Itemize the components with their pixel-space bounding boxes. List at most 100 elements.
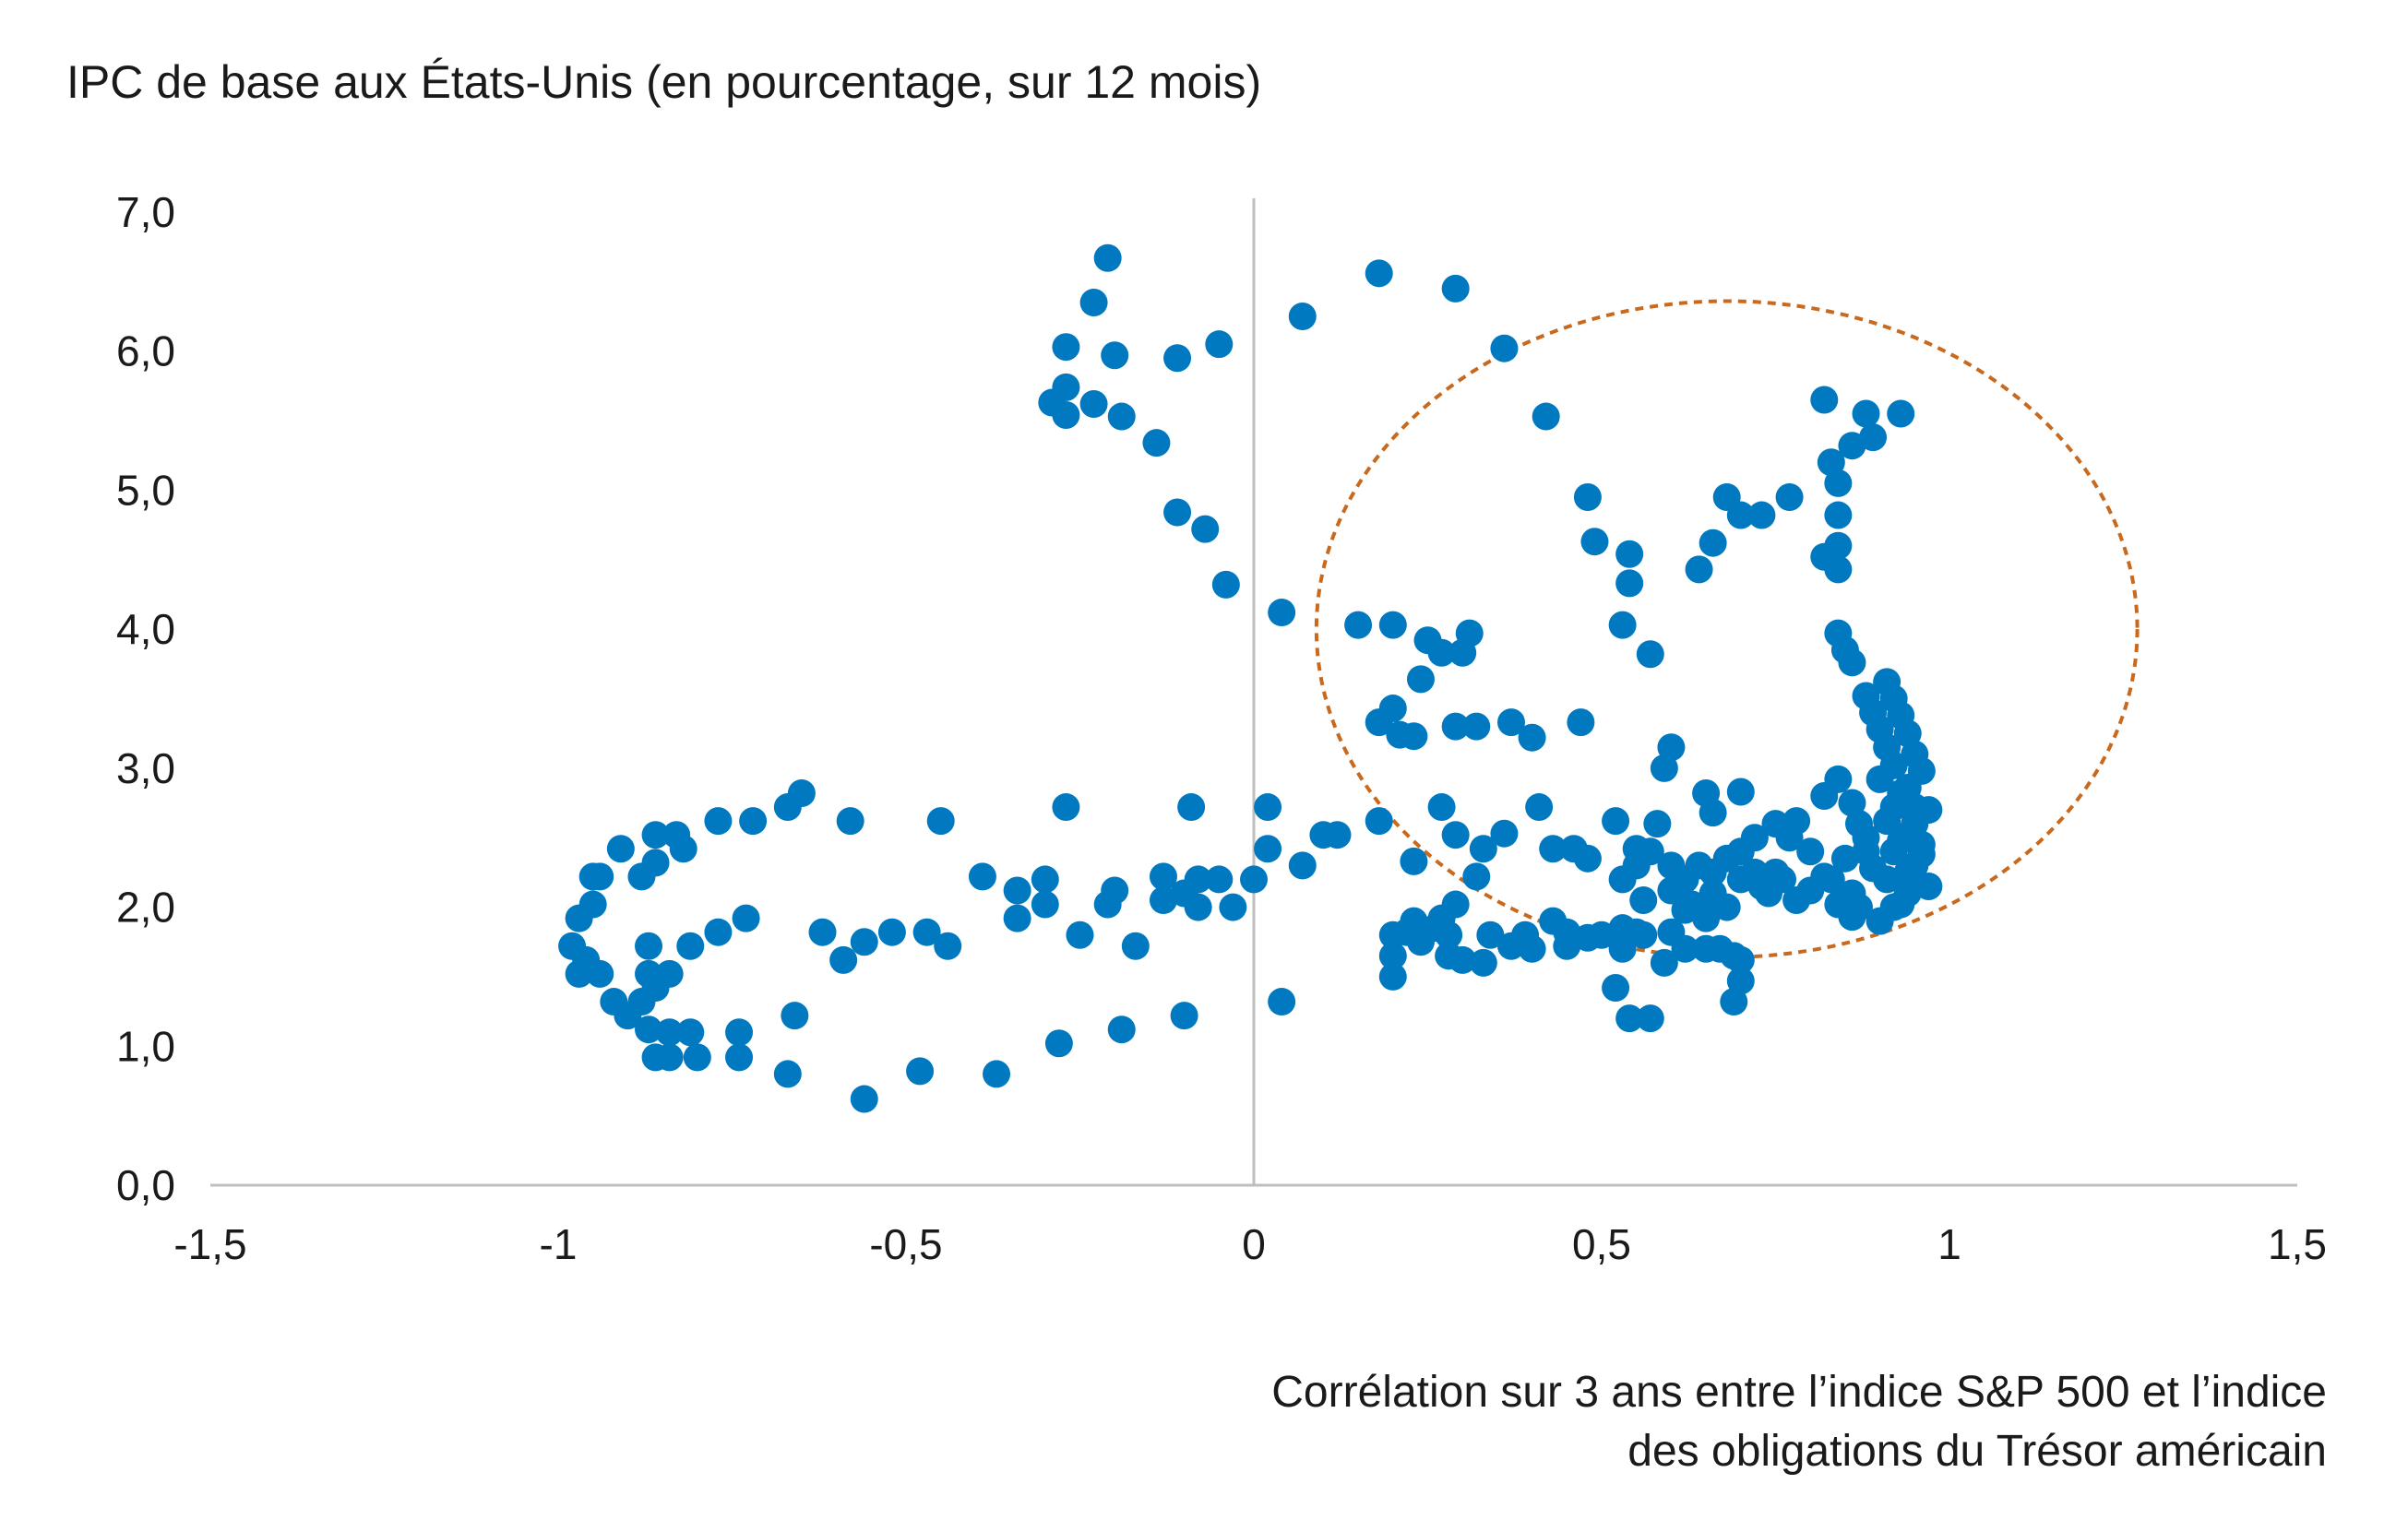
data-point — [781, 1002, 809, 1030]
data-point — [565, 959, 593, 988]
data-point — [1427, 793, 1456, 822]
data-point — [1615, 1004, 1644, 1033]
data-point — [906, 1057, 935, 1086]
data-point — [1615, 569, 1644, 598]
data-point — [1726, 945, 1755, 974]
data-point — [606, 835, 635, 863]
data-point — [1573, 923, 1602, 952]
data-point — [1810, 386, 1839, 414]
data-point — [565, 904, 593, 932]
data-point — [1344, 611, 1373, 639]
data-point — [1441, 274, 1470, 303]
data-point — [1142, 429, 1171, 457]
y-tick-label: 1,0 — [116, 1022, 175, 1070]
data-point — [635, 1015, 663, 1044]
x-tick-label: 1,5 — [2268, 1220, 2327, 1268]
data-point — [1003, 904, 1031, 932]
data-point — [1615, 540, 1644, 568]
data-point — [1093, 890, 1122, 919]
data-point — [1671, 934, 1699, 963]
data-point — [1184, 893, 1212, 921]
data-point — [1852, 837, 1880, 866]
data-point — [808, 918, 837, 946]
x-axis-label-line-2: des obligations du Trésor américain — [1627, 1427, 2327, 1476]
y-tick-label: 4,0 — [116, 605, 175, 653]
data-point — [1469, 948, 1497, 977]
data-point — [1205, 330, 1234, 359]
data-point — [683, 1043, 711, 1072]
data-point — [1441, 821, 1470, 849]
data-point — [1796, 837, 1825, 866]
data-point — [1559, 835, 1588, 863]
data-point — [662, 821, 691, 849]
data-point — [1268, 988, 1296, 1016]
data-point — [1824, 501, 1853, 529]
data-point — [1268, 599, 1296, 627]
y-tick-label: 6,0 — [116, 327, 175, 375]
data-point — [1887, 399, 1915, 428]
data-point — [1712, 893, 1741, 921]
data-point — [1093, 243, 1122, 272]
data-point — [1518, 723, 1546, 752]
data-point — [1838, 432, 1866, 460]
data-point — [1490, 819, 1519, 848]
data-point — [1859, 423, 1888, 452]
data-point — [1205, 865, 1234, 894]
data-point — [1608, 865, 1637, 894]
data-point — [725, 1043, 754, 1072]
data-point — [1726, 778, 1755, 806]
data-point — [1650, 948, 1678, 977]
y-axis-label: IPC de base aux États-Unis (en pourcenta… — [66, 56, 1262, 108]
data-point — [1211, 570, 1240, 599]
data-point — [1496, 708, 1525, 737]
data-point — [1518, 934, 1546, 963]
data-point — [586, 959, 614, 988]
y-tick-label: 0,0 — [116, 1161, 175, 1209]
data-point — [1636, 640, 1664, 669]
x-tick-label: -1,5 — [173, 1220, 246, 1268]
data-point — [1608, 611, 1637, 639]
y-tick-label: 5,0 — [116, 466, 175, 514]
data-point — [1365, 807, 1393, 836]
data-point — [739, 807, 768, 836]
data-point — [877, 918, 906, 946]
axes — [210, 198, 2297, 1187]
data-point — [1365, 259, 1393, 288]
data-point — [1378, 695, 1407, 723]
data-point — [1866, 765, 1894, 793]
data-point — [578, 862, 607, 891]
data-point — [1838, 648, 1866, 677]
data-point — [1392, 918, 1421, 946]
data-point — [1462, 712, 1491, 741]
data-point — [1052, 333, 1080, 362]
data-point — [1044, 1029, 1073, 1058]
data-point — [1288, 303, 1317, 331]
data-point — [1602, 807, 1630, 836]
data-point — [732, 904, 760, 932]
data-point — [1149, 862, 1177, 891]
data-point — [1219, 893, 1247, 921]
data-point — [1400, 722, 1428, 751]
data-point — [829, 945, 858, 974]
data-point — [1573, 482, 1602, 511]
data-point — [1740, 824, 1769, 852]
data-point — [1761, 858, 1790, 886]
data-point — [1378, 962, 1407, 991]
data-point — [1761, 810, 1790, 838]
data-point — [1622, 835, 1651, 863]
data-point — [1775, 482, 1804, 511]
data-point — [1378, 611, 1407, 639]
data-point — [1400, 847, 1428, 875]
data-point — [1031, 890, 1059, 919]
data-point — [1657, 851, 1686, 880]
data-point — [1643, 810, 1672, 838]
x-tick-label: 0,5 — [1572, 1220, 1631, 1268]
data-point — [641, 1043, 670, 1072]
data-point — [912, 918, 941, 946]
data-point — [1079, 288, 1108, 316]
data-point — [850, 1085, 878, 1113]
data-point — [926, 807, 955, 836]
data-point — [1914, 796, 1943, 825]
data-point — [1052, 793, 1080, 822]
